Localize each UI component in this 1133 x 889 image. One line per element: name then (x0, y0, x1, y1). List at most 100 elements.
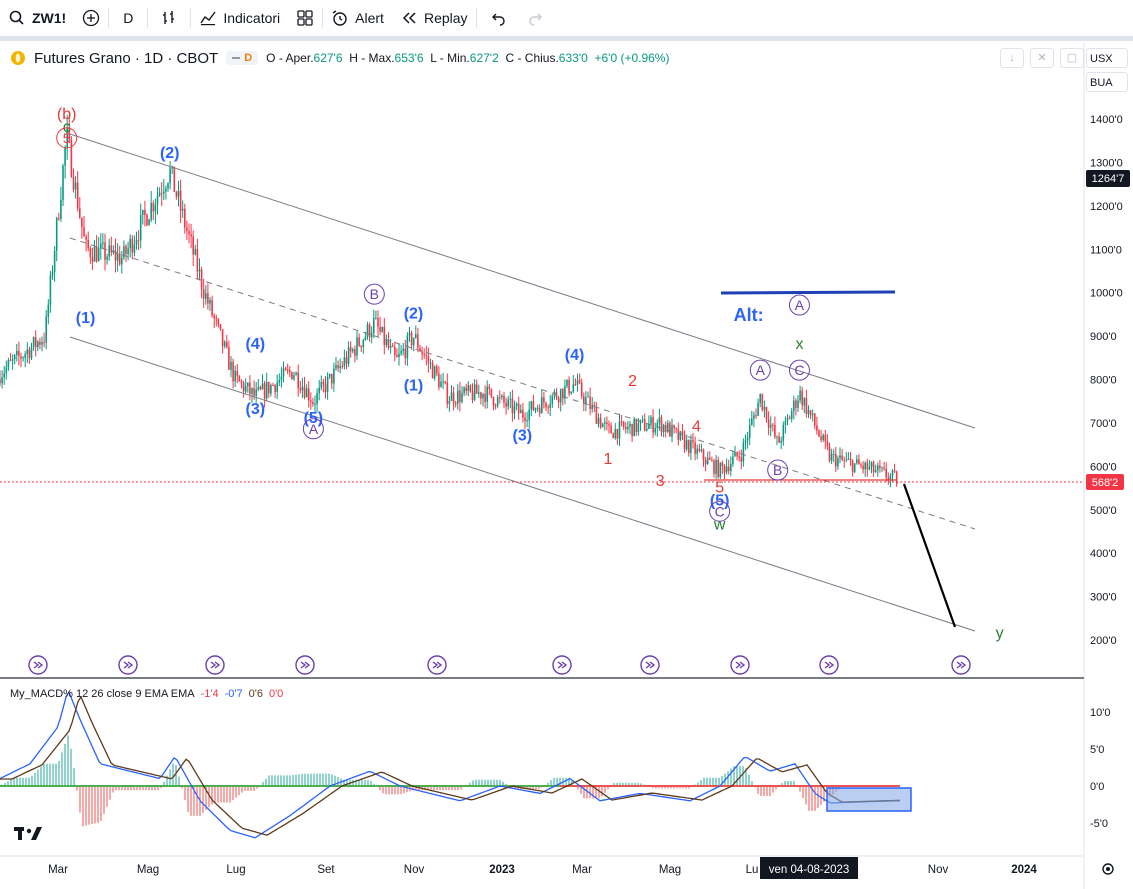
symbol-search[interactable]: ZW1! (0, 0, 74, 36)
channel-upper-line[interactable] (69, 133, 976, 429)
symbol-label: ZW1! (32, 10, 67, 26)
candle-body (809, 410, 812, 416)
candle-body (606, 422, 608, 424)
indicators-button[interactable]: Indicatori (191, 0, 288, 36)
templates-button[interactable] (288, 0, 322, 36)
redo-icon (528, 13, 542, 26)
candle-body (757, 402, 759, 416)
unit-selector[interactable]: BUA (1086, 72, 1128, 92)
undo-button[interactable] (477, 0, 519, 36)
candle-body (366, 324, 369, 337)
compare-button[interactable] (74, 0, 108, 36)
alert-label: Alert (355, 10, 384, 26)
candle-body (580, 382, 583, 397)
candle-body (194, 249, 197, 255)
candle-body (530, 401, 533, 410)
price-tick-label: 300'0 (1090, 592, 1117, 604)
candle-body (562, 388, 564, 399)
move-down-button[interactable]: ↓ (1000, 48, 1024, 68)
macd-tick-label: 5'0 (1090, 744, 1104, 756)
candle-body (356, 337, 358, 356)
redo-button[interactable] (519, 0, 553, 36)
candle-body (543, 397, 545, 403)
candle-body (797, 400, 799, 408)
candle-body (131, 238, 134, 253)
candle-body (11, 359, 14, 361)
candle-body (858, 459, 860, 465)
candle-body (650, 417, 652, 424)
wave-label: 4 (692, 419, 701, 436)
candle-body (853, 463, 856, 473)
chart-settings-button[interactable] (1102, 863, 1114, 875)
candle-body (524, 417, 526, 422)
macd-highlight-box[interactable] (826, 787, 912, 812)
candle-body (377, 318, 379, 328)
candle-body (244, 386, 247, 392)
candle-body (702, 449, 705, 460)
candle-body (324, 384, 327, 393)
maximize-button[interactable]: ▢ (1060, 48, 1084, 68)
candle-body (339, 366, 341, 369)
candle-body (635, 418, 638, 432)
macd-pane[interactable] (0, 690, 901, 839)
time-tick-label: Lu (746, 864, 759, 876)
candle-body (517, 403, 520, 414)
price-axis[interactable]: 1400'0 1300'0 1200'0 1100'0 1000'0 900'0 800'0… (1090, 114, 1123, 647)
candle-body (753, 415, 755, 419)
currency-selector[interactable]: USX (1086, 48, 1128, 68)
wave-label: B (773, 462, 782, 478)
candle-body (450, 392, 453, 401)
alt-target-line[interactable] (720, 290, 896, 295)
collapse-button[interactable]: ✕ (1030, 48, 1054, 68)
legend-pill[interactable]: D (226, 51, 259, 65)
ohlc-h-label: H - Max. (349, 51, 395, 65)
alert-button[interactable]: Alert (323, 0, 392, 36)
event-marker-chevron (956, 661, 967, 669)
candle-body (64, 147, 66, 166)
candle-body (49, 275, 52, 305)
candle-body (7, 360, 10, 368)
candle-body (95, 246, 98, 262)
candle-body (755, 415, 757, 417)
price-badge-current-text: 568'2 (1092, 477, 1119, 489)
candle-body (284, 368, 287, 371)
candle-body (467, 385, 470, 392)
candle-body (173, 166, 176, 192)
candle-body (492, 397, 495, 406)
candle-body (154, 204, 157, 212)
candle-body (454, 403, 457, 405)
projection-line[interactable] (902, 483, 957, 628)
chart-type-button[interactable] (148, 0, 190, 36)
time-axis[interactable]: Mar Mag Lug Set Nov 2023 Mar Mag Lu Nov 2024 (48, 864, 1037, 876)
replay-button[interactable]: Replay (392, 0, 476, 36)
candle-body (778, 436, 780, 443)
candle-body (860, 464, 862, 466)
candle-body (807, 410, 810, 414)
wave-label: (4) (246, 336, 266, 353)
macd-tick-label: -5'0 (1090, 818, 1108, 830)
rewind-icon (402, 12, 416, 24)
candle-body (1, 377, 3, 384)
channel-lower-line[interactable] (69, 336, 976, 632)
wave-label-circle (767, 459, 789, 481)
candle-body (688, 440, 690, 454)
candle-body (116, 253, 119, 261)
candle-body (322, 382, 325, 385)
candle-body (704, 459, 707, 465)
candle-body (331, 373, 333, 384)
candle-body (0, 379, 1, 384)
candle-body (242, 382, 245, 392)
candle-body (104, 242, 106, 260)
interval-button[interactable]: D (109, 0, 147, 36)
candle-body (286, 370, 289, 372)
candle-body (700, 449, 703, 451)
candle-body (219, 324, 222, 330)
candle-body (34, 337, 37, 347)
candle-body (188, 231, 190, 235)
candle-body (872, 462, 875, 473)
candle-body (826, 441, 829, 447)
event-marker-chevron (300, 661, 311, 669)
candle-body (234, 370, 236, 382)
candle-body (692, 440, 694, 443)
